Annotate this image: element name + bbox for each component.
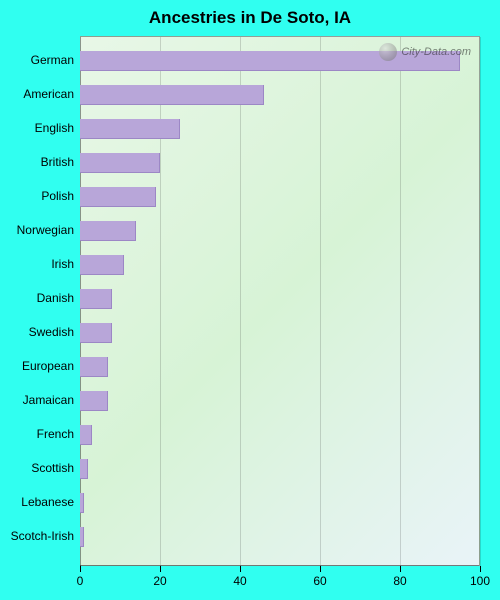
category-label: French — [0, 427, 74, 441]
gridline — [160, 37, 161, 566]
gridline — [320, 37, 321, 566]
plot-area: City-Data.com — [80, 36, 480, 566]
bar — [80, 187, 156, 207]
x-tick — [160, 566, 161, 572]
x-tick-label: 40 — [233, 574, 246, 588]
category-label: Scottish — [0, 461, 74, 475]
bar — [80, 425, 92, 445]
bar — [80, 289, 112, 309]
x-tick — [320, 566, 321, 572]
bar — [80, 221, 136, 241]
bar — [80, 493, 84, 513]
x-tick-label: 80 — [393, 574, 406, 588]
category-label: Scotch-Irish — [0, 529, 74, 543]
category-label: English — [0, 121, 74, 135]
bar — [80, 357, 108, 377]
x-tick-label: 100 — [470, 574, 490, 588]
category-label: Norwegian — [0, 223, 74, 237]
category-label: Swedish — [0, 325, 74, 339]
x-tick — [80, 566, 81, 572]
bar — [80, 119, 180, 139]
category-label: American — [0, 87, 74, 101]
gridline — [400, 37, 401, 566]
bar — [80, 527, 84, 547]
bar — [80, 153, 160, 173]
x-tick — [240, 566, 241, 572]
category-label: Jamaican — [0, 393, 74, 407]
category-label: Lebanese — [0, 495, 74, 509]
watermark: City-Data.com — [379, 43, 471, 61]
bar — [80, 255, 124, 275]
x-axis-line — [80, 565, 479, 566]
x-tick-label: 20 — [153, 574, 166, 588]
category-label: European — [0, 359, 74, 373]
chart-container: Ancestries in De Soto, IA City-Data.com … — [0, 0, 500, 600]
watermark-text: City-Data.com — [401, 46, 471, 58]
x-tick-label: 60 — [313, 574, 326, 588]
category-label: British — [0, 155, 74, 169]
category-label: Danish — [0, 291, 74, 305]
category-label: German — [0, 53, 74, 67]
x-tick — [400, 566, 401, 572]
bar — [80, 459, 88, 479]
x-tick — [480, 566, 481, 572]
category-label: Irish — [0, 257, 74, 271]
bar — [80, 391, 108, 411]
category-label: Polish — [0, 189, 74, 203]
x-tick-label: 0 — [77, 574, 84, 588]
bar — [80, 85, 264, 105]
gridline — [240, 37, 241, 566]
bar — [80, 323, 112, 343]
gridline — [480, 37, 481, 566]
globe-icon — [379, 43, 397, 61]
chart-title: Ancestries in De Soto, IA — [0, 0, 500, 34]
